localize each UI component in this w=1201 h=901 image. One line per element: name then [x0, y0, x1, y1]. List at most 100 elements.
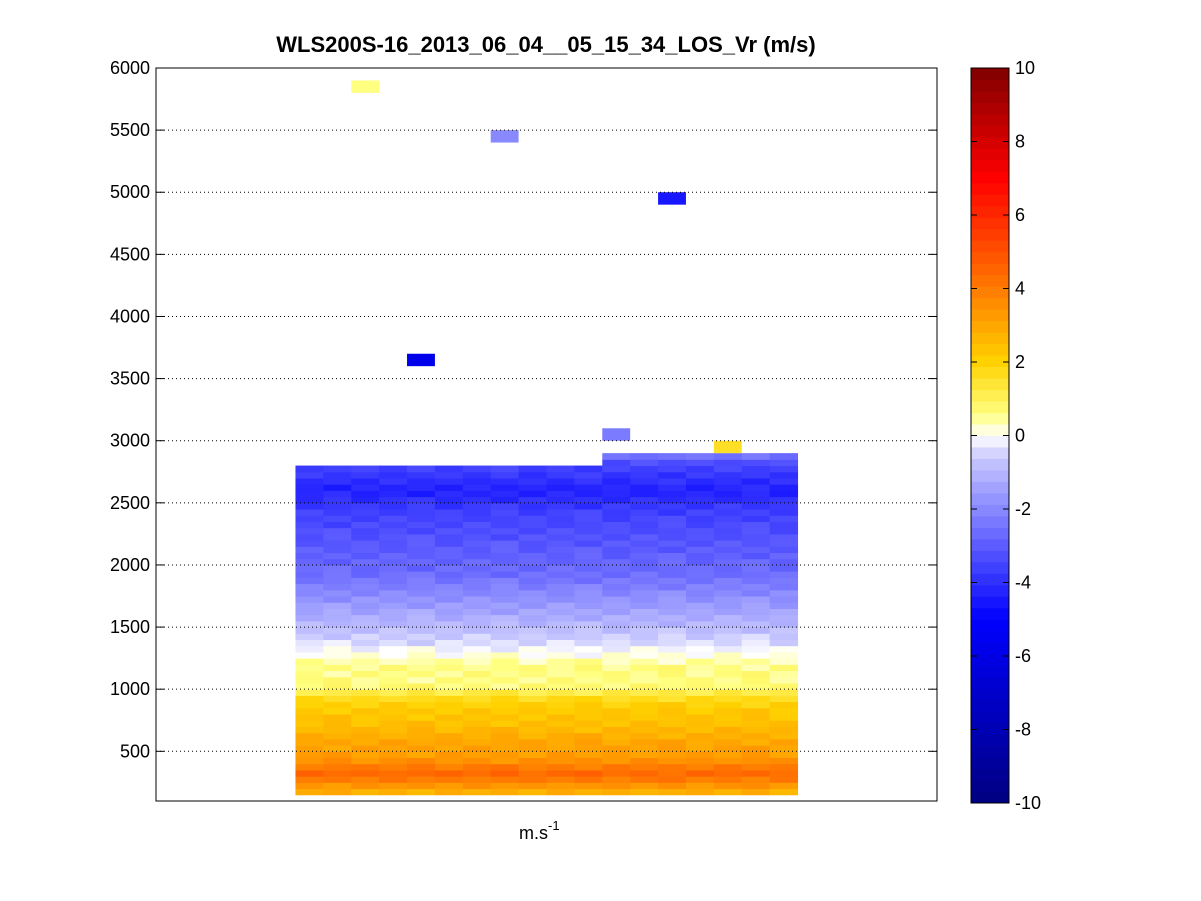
heatmap-cell — [602, 714, 631, 721]
heatmap-cell — [685, 527, 715, 535]
heatmap-cell — [713, 714, 743, 721]
heatmap-cell — [490, 658, 520, 665]
heatmap-cell — [323, 658, 352, 665]
heatmap-cell — [574, 558, 603, 566]
heatmap-cell — [490, 558, 520, 566]
heatmap-cell — [630, 490, 659, 498]
heatmap-cell — [713, 608, 743, 616]
heatmap-cell — [462, 763, 492, 771]
heatmap-cell — [407, 558, 436, 566]
heatmap-cell — [407, 564, 436, 572]
heatmap-cell — [630, 776, 659, 783]
heatmap-cell — [685, 509, 715, 516]
colorbar-strip — [971, 389, 1009, 402]
heatmap-cell — [630, 701, 659, 709]
colorbar-tick-label: -2 — [1015, 499, 1031, 519]
heatmap-cell — [741, 751, 771, 759]
heatmap-cell — [351, 496, 380, 504]
heatmap-cell — [490, 608, 520, 616]
heatmap-cell — [574, 608, 603, 616]
heatmap-cell — [741, 763, 771, 771]
heatmap-cell — [713, 763, 743, 771]
heatmap-cell — [518, 490, 547, 498]
heatmap-cell — [434, 658, 464, 665]
heatmap-cell — [546, 471, 575, 479]
heatmap-cell — [685, 465, 715, 473]
heatmap-cell — [379, 639, 408, 647]
y-tick-label: 500 — [120, 741, 150, 761]
heatmap-cell — [658, 521, 687, 529]
heatmap-cell — [574, 682, 603, 690]
heatmap-cell — [741, 658, 771, 665]
heatmap-cell — [658, 471, 687, 479]
heatmap-cell — [713, 726, 743, 734]
heatmap-cell — [574, 782, 603, 790]
heatmap-cell — [741, 465, 771, 473]
heatmap-cell — [518, 676, 547, 684]
heatmap-cell — [546, 490, 575, 498]
heatmap-cell — [602, 521, 631, 529]
heatmap-cell — [630, 521, 659, 529]
heatmap-cell — [323, 527, 352, 535]
heatmap-cell — [630, 533, 659, 541]
heatmap-cell — [323, 608, 352, 616]
heatmap-cell — [434, 614, 464, 622]
heatmap-cell — [379, 714, 408, 721]
heatmap-cell — [351, 596, 380, 603]
colorbar-strip — [971, 194, 1009, 207]
colorbar-strip — [971, 148, 1009, 161]
heatmap-cell — [490, 651, 520, 659]
heatmap-cell — [602, 564, 631, 572]
heatmap-cell — [658, 515, 687, 522]
heatmap-cell — [546, 614, 575, 622]
heatmap-cell — [323, 670, 352, 678]
heatmap-cell — [518, 602, 547, 609]
heatmap-cell — [434, 571, 464, 578]
heatmap-cell — [630, 676, 659, 684]
heatmap-cell — [518, 546, 547, 554]
heatmap-cell — [295, 782, 324, 790]
heatmap-cell — [685, 763, 715, 771]
heatmap-cell — [658, 608, 687, 616]
heatmap-cell — [323, 521, 352, 529]
heatmap-cell — [574, 527, 603, 535]
heatmap-cell — [741, 471, 771, 479]
heatmap-cell — [769, 596, 799, 603]
heatmap-cell — [407, 645, 436, 653]
heatmap-cell — [769, 745, 799, 752]
heatmap-cell — [741, 477, 771, 485]
colorbar-strip — [971, 240, 1009, 253]
heatmap-cell — [685, 459, 715, 467]
heatmap-cell — [295, 540, 324, 547]
heatmap-cell — [518, 658, 547, 665]
heatmap-cell — [713, 502, 743, 510]
heatmap-cell — [658, 490, 687, 498]
heatmap-cell — [685, 583, 715, 591]
heatmap-cell — [379, 732, 408, 740]
heatmap-cell — [434, 521, 464, 529]
heatmap-cell — [741, 670, 771, 678]
colorbar-strip — [971, 665, 1009, 678]
heatmap-cell — [713, 484, 743, 491]
heatmap-cell — [379, 502, 408, 510]
heatmap-cell — [518, 651, 547, 659]
heatmap-cell — [351, 732, 380, 740]
heatmap-cell — [351, 751, 380, 759]
y-tick-label: 1500 — [110, 617, 150, 637]
heatmap-cell — [574, 776, 603, 783]
heatmap-cell — [741, 738, 771, 746]
heatmap-cell — [351, 645, 380, 653]
heatmap-cell — [351, 577, 380, 585]
heatmap-cell — [741, 602, 771, 609]
heatmap-cell — [658, 639, 687, 647]
heatmap-cell — [630, 509, 659, 516]
heatmap-cell — [574, 589, 603, 597]
heatmap-cell — [713, 751, 743, 759]
heatmap-cell — [630, 571, 659, 578]
heatmap-cell — [323, 732, 352, 740]
colorbar-strip — [971, 527, 1009, 540]
heatmap-cells — [295, 80, 799, 796]
heatmap-cell — [462, 477, 492, 485]
heatmap-cell — [630, 726, 659, 734]
heatmap-cell — [434, 577, 464, 585]
